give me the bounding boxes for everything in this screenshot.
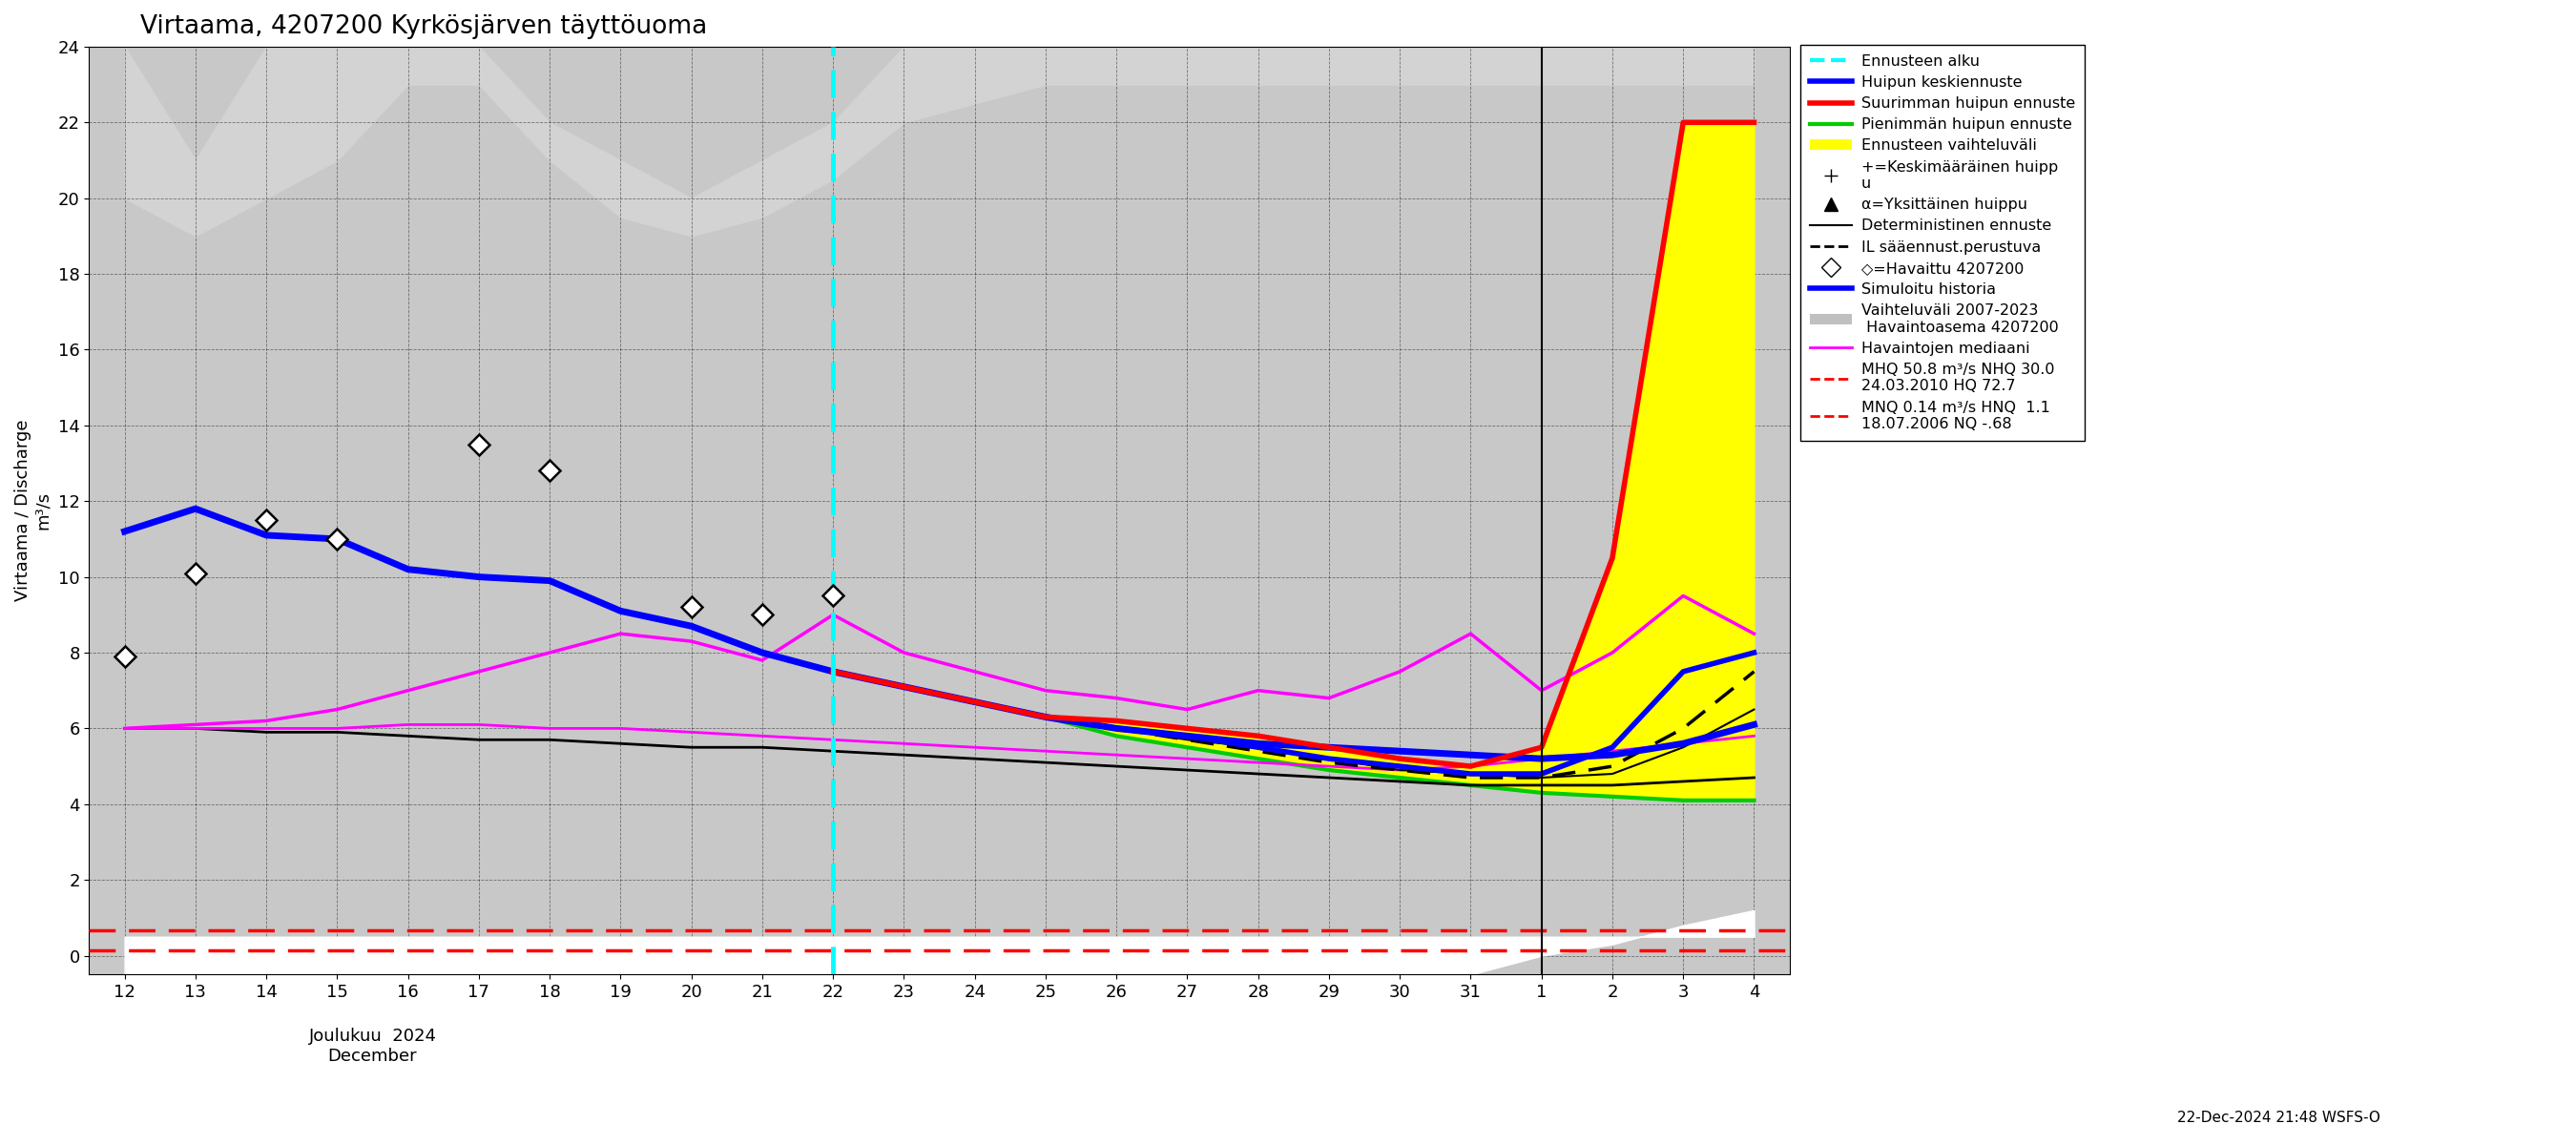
Text: Virtaama, 4207200 Kyrkösjärven täyttöuoma: Virtaama, 4207200 Kyrkösjärven täyttöuom… xyxy=(139,14,708,39)
Legend: Ennusteen alku, Huipun keskiennuste, Suurimman huipun ennuste, Pienimmän huipun : Ennusteen alku, Huipun keskiennuste, Suu… xyxy=(1801,45,2084,441)
Y-axis label: Virtaama / Discharge
m³/s: Virtaama / Discharge m³/s xyxy=(15,420,52,601)
Text: Joulukuu  2024
December: Joulukuu 2024 December xyxy=(309,1027,435,1065)
Text: 22-Dec-2024 21:48 WSFS-O: 22-Dec-2024 21:48 WSFS-O xyxy=(2177,1111,2380,1124)
